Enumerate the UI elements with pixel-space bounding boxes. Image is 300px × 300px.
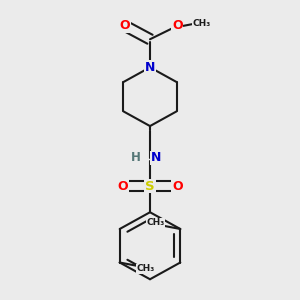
Text: S: S — [145, 180, 155, 193]
Text: N: N — [151, 152, 161, 164]
Text: O: O — [172, 20, 183, 32]
Text: CH₃: CH₃ — [146, 218, 164, 227]
Text: CH₃: CH₃ — [193, 19, 211, 28]
Text: O: O — [117, 180, 128, 193]
Text: H: H — [131, 152, 141, 164]
Text: N: N — [145, 61, 155, 74]
Text: O: O — [120, 20, 130, 32]
Text: O: O — [172, 180, 183, 193]
Text: CH₃: CH₃ — [136, 264, 155, 273]
